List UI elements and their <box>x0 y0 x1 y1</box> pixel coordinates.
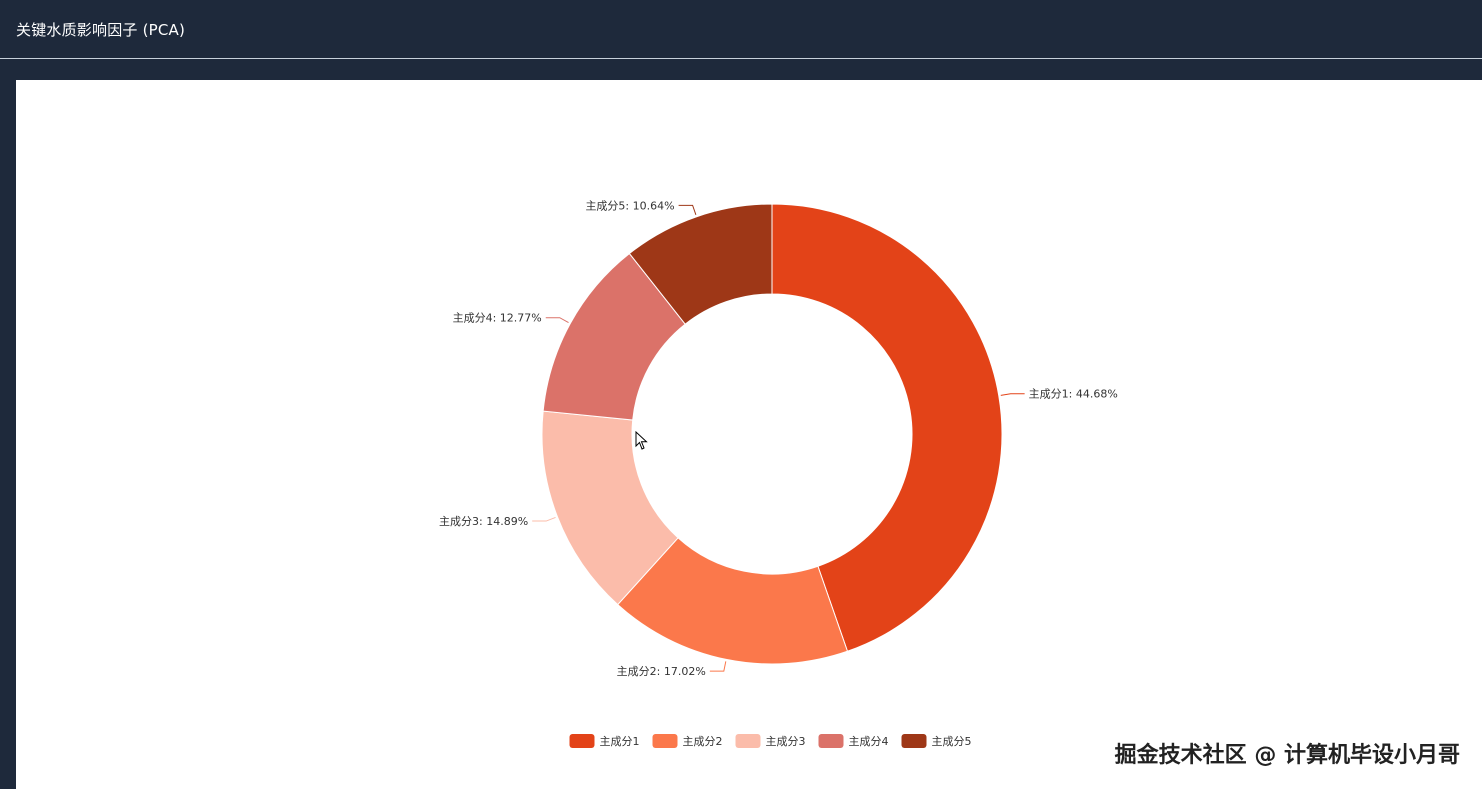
legend-label-4: 主成分4 <box>849 735 889 748</box>
pca-donut-chart: 主成分1: 44.68% 主成分2: 17.02% 主成分3: 14.89% 主成分4… <box>439 199 1118 748</box>
legend-swatch-4 <box>818 734 844 748</box>
label-leader-line-2 <box>709 661 727 672</box>
legend-item-2[interactable]: 主成分2 <box>652 734 723 748</box>
mouse-cursor-icon <box>635 431 648 450</box>
legend-label-2: 主成分2 <box>683 735 723 748</box>
legend-label-1: 主成分1 <box>600 735 640 748</box>
legend-swatch-2 <box>652 734 678 748</box>
legend-item-1[interactable]: 主成分1 <box>569 734 640 748</box>
chart-legend: 主成分1 主成分2 主成分3 主成分4 主成分5 <box>569 734 972 748</box>
slice-label-4: 主成分4: 12.77% <box>453 312 542 325</box>
legend-swatch-5 <box>901 734 927 748</box>
label-leader-line-5 <box>678 204 697 216</box>
pie-slice-1[interactable] <box>771 203 1003 652</box>
pie-slice-5[interactable] <box>628 203 773 325</box>
slice-label-1: 主成分1: 44.68% <box>1029 388 1118 401</box>
legend-item-5[interactable]: 主成分5 <box>901 734 972 748</box>
legend-label-3: 主成分3 <box>766 735 806 748</box>
label-leader-line-3 <box>532 516 556 522</box>
legend-swatch-1 <box>569 734 595 748</box>
legend-item-4[interactable]: 主成分4 <box>818 734 889 748</box>
watermark-text: 掘金技术社区 @ 计算机毕设小月哥 <box>1114 743 1460 768</box>
label-leader-line-1 <box>1000 393 1025 396</box>
slice-label-3: 主成分3: 14.89% <box>439 515 528 528</box>
slice-label-5: 主成分5: 10.64% <box>585 199 674 212</box>
legend-swatch-3 <box>735 734 761 748</box>
legend-label-5: 主成分5 <box>932 735 972 748</box>
label-leader-line-4 <box>545 317 569 323</box>
pie-slices <box>541 203 1003 665</box>
chart-panel: 主成分1: 44.68% 主成分2: 17.02% 主成分3: 14.89% 主成分4… <box>16 80 1482 789</box>
page-title: 关键水质影响因子 (PCA) <box>16 21 186 39</box>
slice-label-2: 主成分2: 17.02% <box>617 665 706 678</box>
top-header: 关键水质影响因子 (PCA) <box>0 0 1482 59</box>
legend-item-3[interactable]: 主成分3 <box>735 734 806 748</box>
slice-labels: 主成分1: 44.68% 主成分2: 17.02% 主成分3: 14.89% 主成分4… <box>439 199 1118 678</box>
